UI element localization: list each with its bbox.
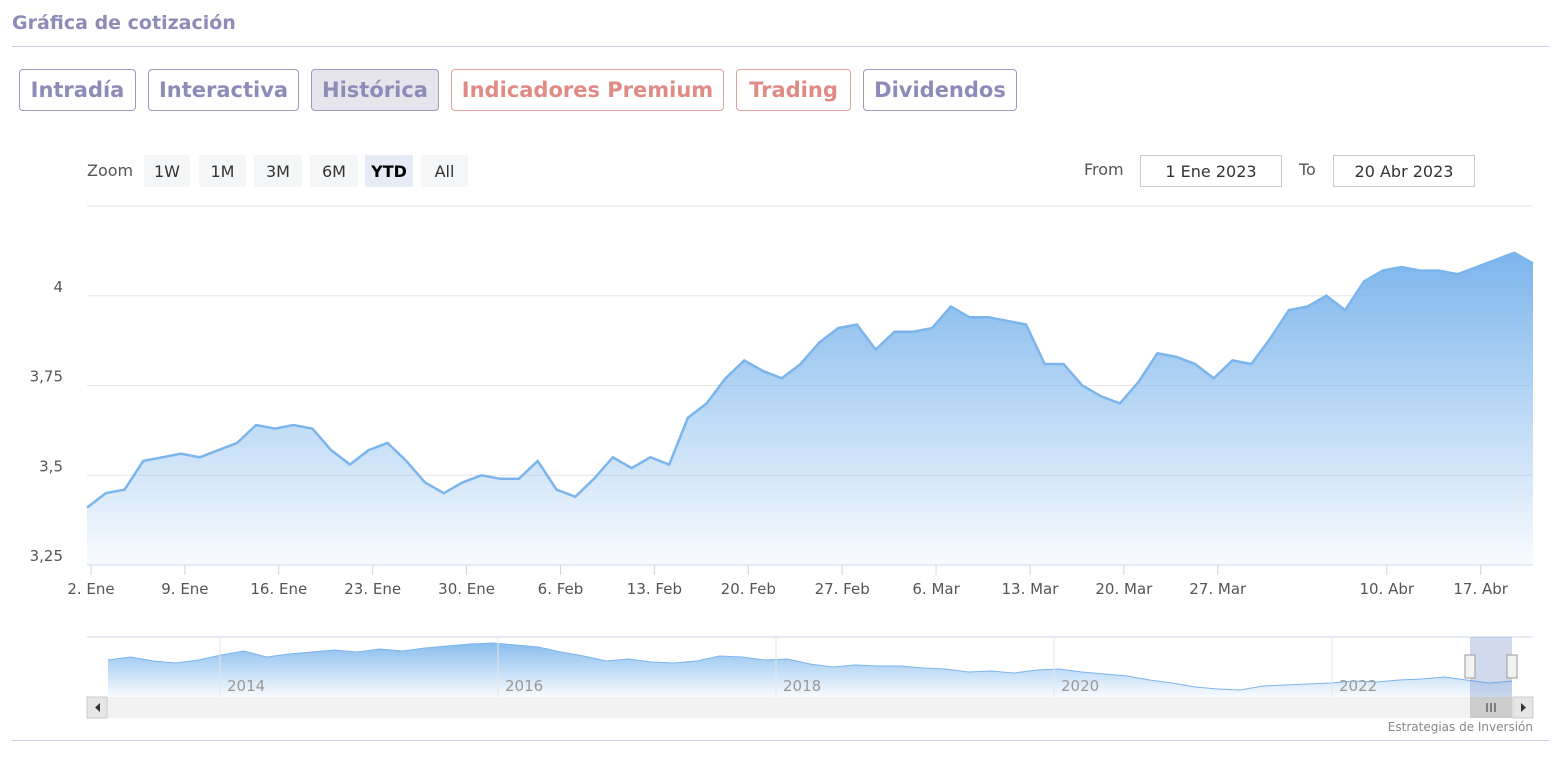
tab-dividendos[interactable]: Dividendos bbox=[863, 69, 1017, 111]
tab-intradía[interactable]: Intradía bbox=[19, 69, 136, 111]
tab-histórica[interactable]: Histórica bbox=[311, 69, 439, 111]
x-tick-label: 6. Mar bbox=[912, 580, 960, 598]
x-tick-label: 13. Feb bbox=[627, 580, 682, 598]
navigator-year-label: 2022 bbox=[1339, 677, 1377, 695]
x-tick-label: 6. Feb bbox=[538, 580, 584, 598]
page-title: Gráfica de cotización bbox=[12, 12, 236, 34]
from-label: From bbox=[1084, 160, 1124, 179]
credit-text: Estrategias de Inversión bbox=[1387, 720, 1533, 734]
x-tick-label: 16. Ene bbox=[250, 580, 307, 598]
zoom-all-button[interactable]: All bbox=[421, 155, 468, 187]
y-tick-label: 4 bbox=[53, 278, 63, 296]
navigator-year-label: 2014 bbox=[227, 677, 265, 695]
price-area bbox=[87, 252, 1533, 565]
y-tick-label: 3,5 bbox=[39, 457, 63, 475]
navigator-selection[interactable] bbox=[1470, 637, 1512, 697]
x-tick-label: 30. Ene bbox=[438, 580, 495, 598]
zoom-ytd-button[interactable]: YTD bbox=[365, 155, 413, 187]
zoom-label: Zoom bbox=[87, 161, 134, 180]
navigator-year-label: 2018 bbox=[783, 677, 821, 695]
x-tick-label: 13. Mar bbox=[1001, 580, 1059, 598]
chevron-right-icon bbox=[1521, 703, 1526, 712]
scrollbar-track[interactable] bbox=[87, 697, 1533, 718]
navigator-year-label: 2020 bbox=[1061, 677, 1099, 695]
x-tick-label: 20. Feb bbox=[721, 580, 776, 598]
x-tick-label: 10. Abr bbox=[1359, 580, 1414, 598]
zoom-6m-button[interactable]: 6M bbox=[310, 155, 358, 187]
tab-interactiva[interactable]: Interactiva bbox=[148, 69, 299, 111]
chevron-left-icon bbox=[95, 703, 100, 712]
zoom-1w-button[interactable]: 1W bbox=[144, 155, 190, 187]
x-tick-label: 9. Ene bbox=[161, 580, 208, 598]
price-line bbox=[86, 251, 1534, 509]
y-tick-label: 3,25 bbox=[30, 547, 63, 565]
zoom-3m-button[interactable]: 3M bbox=[254, 155, 302, 187]
x-tick-label: 2. Ene bbox=[67, 580, 114, 598]
tab-trading[interactable]: Trading bbox=[736, 69, 851, 111]
navigator-line bbox=[107, 642, 1513, 691]
x-tick-label: 20. Mar bbox=[1095, 580, 1153, 598]
x-tick-label: 27. Feb bbox=[815, 580, 870, 598]
navigator-year-label: 2016 bbox=[505, 677, 543, 695]
x-tick-label: 23. Ene bbox=[344, 580, 401, 598]
title-divider bbox=[12, 46, 1549, 47]
navigator-area bbox=[108, 643, 1512, 697]
navigator-handle[interactable] bbox=[1464, 654, 1476, 679]
zoom-1m-button[interactable]: 1M bbox=[199, 155, 246, 187]
to-date-input[interactable] bbox=[1333, 155, 1475, 187]
x-tick-label: 27. Mar bbox=[1189, 580, 1247, 598]
navigator-handle[interactable] bbox=[1506, 654, 1518, 679]
to-label: To bbox=[1299, 160, 1316, 179]
x-tick-label: 17. Abr bbox=[1453, 580, 1508, 598]
from-date-input[interactable] bbox=[1140, 155, 1282, 187]
tab-indicadores-premium[interactable]: Indicadores Premium bbox=[451, 69, 724, 111]
bottom-divider bbox=[12, 740, 1549, 741]
y-tick-label: 3,75 bbox=[30, 368, 63, 386]
